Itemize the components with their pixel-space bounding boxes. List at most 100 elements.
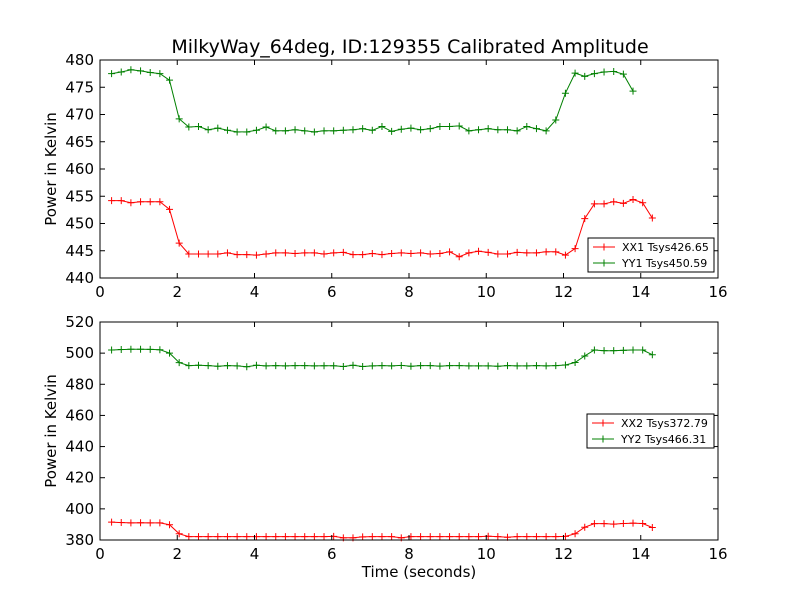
data-point [455, 122, 463, 130]
data-point [600, 520, 608, 528]
data-point [532, 249, 540, 257]
data-point [619, 199, 627, 207]
data-point [484, 362, 492, 370]
data-point [272, 249, 280, 257]
data-point [291, 533, 299, 541]
x-tick-label: 2 [172, 283, 182, 301]
data-point [542, 362, 550, 370]
data-point [272, 533, 280, 541]
legend-label: YY1 Tsys450.59 [621, 257, 707, 270]
data-point [359, 251, 367, 259]
data-point [117, 519, 125, 527]
data-point [262, 250, 270, 258]
data-point [166, 205, 174, 213]
data-point [194, 250, 202, 258]
data-point [513, 362, 521, 370]
data-point [600, 347, 608, 355]
data-point [204, 126, 212, 134]
data-point [310, 128, 318, 136]
data-point [523, 122, 531, 130]
data-point [532, 362, 540, 370]
data-point [619, 70, 627, 78]
legend-box [586, 413, 715, 449]
data-point [629, 346, 637, 354]
data-point [223, 126, 231, 134]
data-point [349, 361, 357, 369]
data-point [388, 362, 396, 370]
data-point [301, 249, 309, 257]
x-tick-label: 14 [631, 283, 650, 301]
data-point [581, 523, 589, 531]
data-point [590, 70, 598, 78]
data-point [243, 363, 251, 371]
y-tick-label: 470 [65, 106, 94, 124]
data-point [117, 68, 125, 76]
data-point [378, 362, 386, 370]
data-point [166, 76, 174, 84]
data-point [175, 239, 183, 247]
data-point [629, 196, 637, 204]
data-point [339, 248, 347, 256]
y-tick-label: 420 [65, 469, 94, 487]
data-point [639, 519, 647, 527]
legend-swatch-marker [599, 419, 607, 427]
data-point [475, 126, 483, 134]
y-tick-label: 520 [65, 313, 94, 331]
data-point [194, 122, 202, 130]
x-tick-label: 0 [95, 545, 105, 563]
data-point [127, 199, 135, 207]
data-point [272, 127, 280, 135]
data-point [281, 249, 289, 257]
data-point [465, 249, 473, 257]
data-point [446, 362, 454, 370]
data-point [252, 251, 260, 259]
data-point [108, 518, 116, 526]
x-tick-label: 8 [404, 283, 414, 301]
x-tick-label: 10 [477, 545, 496, 563]
x-tick-label: 4 [250, 545, 260, 563]
data-point [610, 198, 618, 206]
data-point [185, 362, 193, 370]
data-point [262, 533, 270, 541]
data-point [388, 533, 396, 541]
data-point [368, 362, 376, 370]
data-point [417, 362, 425, 370]
data-point [339, 126, 347, 134]
data-point [146, 345, 154, 353]
y-tick-label: 440 [65, 269, 94, 287]
data-point [629, 519, 637, 527]
data-point [166, 349, 174, 357]
data-point [223, 533, 231, 541]
data-point [552, 116, 560, 124]
data-point [204, 533, 212, 541]
data-point [291, 249, 299, 257]
legend-label: YY2 Tsys466.31 [620, 433, 706, 446]
data-point [320, 533, 328, 541]
data-point [648, 524, 656, 532]
data-point [156, 346, 164, 354]
data-point [426, 125, 434, 133]
data-point [610, 347, 618, 355]
x-tick-label: 10 [477, 283, 496, 301]
legend-label: XX1 Tsys426.65 [622, 241, 709, 254]
data-point [571, 69, 579, 77]
data-point [397, 125, 405, 133]
data-point [330, 127, 338, 135]
data-point [146, 198, 154, 206]
data-point [417, 126, 425, 134]
data-point [252, 126, 260, 134]
data-point [378, 122, 386, 130]
data-point [185, 250, 193, 258]
data-point [581, 215, 589, 223]
legend: XX2 Tsys372.79 YY2 Tsys466.31 [586, 413, 715, 449]
data-point [233, 533, 241, 541]
data-point [214, 250, 222, 258]
data-point [475, 362, 483, 370]
data-point [339, 363, 347, 371]
data-point [272, 362, 280, 370]
data-point [349, 126, 357, 134]
data-point [503, 250, 511, 258]
data-point [146, 69, 154, 77]
data-point [330, 249, 338, 257]
data-point [156, 70, 164, 78]
